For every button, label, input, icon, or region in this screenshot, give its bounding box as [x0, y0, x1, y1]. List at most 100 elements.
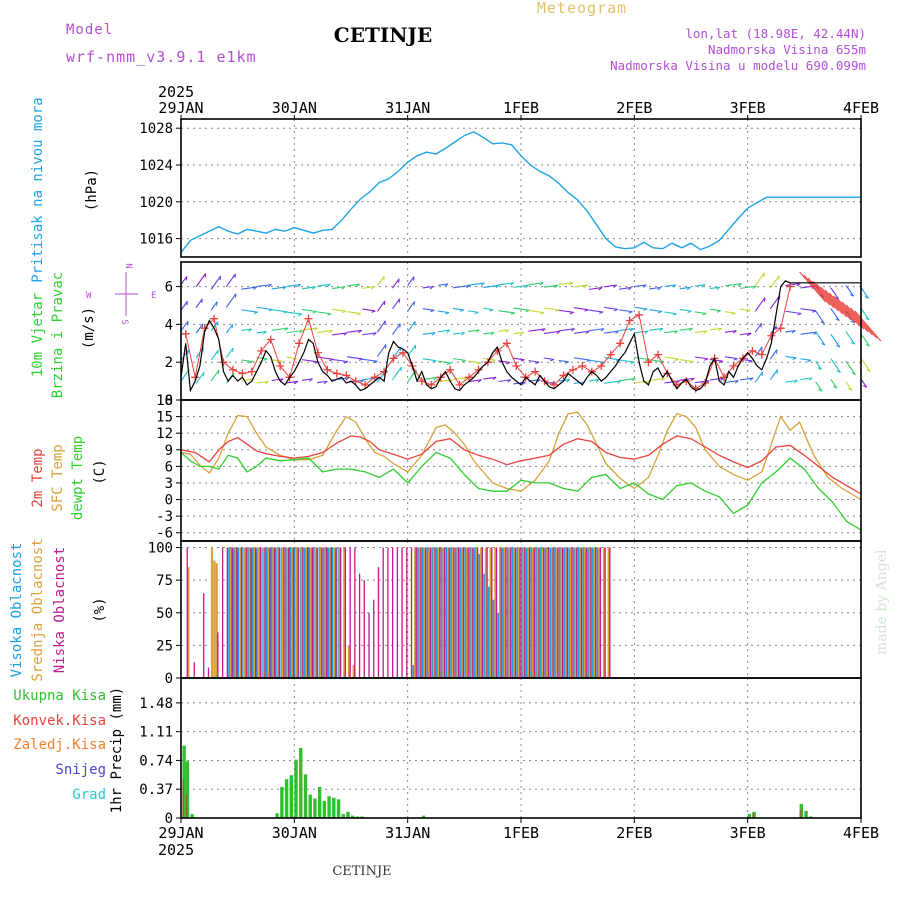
ytick-label: 1.11: [139, 725, 173, 741]
wind-ylabel-line1: 10m Vjetar: [30, 293, 46, 377]
convective-rain-bars: [182, 779, 802, 818]
compass-north: N: [123, 263, 133, 268]
temp-ylabel-2m: 2m Temp: [30, 448, 46, 507]
wind-arrow-head: [556, 330, 561, 335]
gust-marker: [512, 361, 521, 370]
wind-arrow: [694, 356, 709, 360]
wind-arrow-head: [613, 284, 618, 288]
wind-arrow-head: [703, 330, 708, 334]
wind-arrow: [604, 284, 617, 288]
wind-arrow: [860, 287, 869, 299]
mid-cloud-bar: [428, 547, 431, 678]
wind-arrow: [800, 377, 813, 381]
ytick-label: 1024: [139, 158, 173, 174]
wind-arrow: [604, 306, 618, 310]
ytick-label: 15: [156, 410, 173, 426]
wind-arrow: [604, 380, 621, 384]
wind-arrow-head: [510, 282, 515, 286]
wind-ylabel-line2: Brzina i Pravac: [50, 272, 66, 398]
wind-arrow-head: [430, 309, 435, 313]
total-rain-bar: [299, 748, 303, 818]
mid-cloud-bar: [527, 547, 530, 678]
wind-arrow-head: [554, 309, 560, 312]
wind-arrow: [860, 307, 870, 321]
gust-marker: [757, 350, 766, 359]
wind-arrow: [573, 307, 589, 311]
wind-arrow: [301, 378, 313, 381]
low-cloud-bar: [325, 547, 328, 678]
wind-arrow-head: [674, 358, 679, 362]
gust-marker: [389, 354, 398, 363]
mid-cloud-bar: [243, 547, 247, 678]
wind-arrow: [241, 309, 258, 313]
low-cloud-bar: [240, 547, 243, 678]
ytick-label: 0: [165, 493, 173, 509]
mid-cloud-bar: [588, 547, 591, 678]
wind-arrow-head: [732, 330, 737, 334]
wind-arrow: [195, 372, 205, 384]
gust-hatch: [824, 289, 852, 321]
mid-cloud-bar: [513, 547, 516, 678]
wind-arrow: [543, 357, 555, 361]
gust-hatch: [833, 295, 860, 327]
wind-arrow: [452, 307, 464, 311]
gust-marker: [653, 350, 662, 359]
wind-arrow-head: [356, 313, 361, 316]
low-cloud-bar: [543, 547, 545, 678]
wind-arrow-head: [630, 361, 635, 365]
gust-hatch: [850, 307, 877, 339]
mid-cloud-bar: [413, 547, 417, 678]
mid-cloud-bar: [215, 563, 218, 678]
wind-arrow-head: [737, 283, 742, 287]
low-cloud-bar: [415, 547, 417, 678]
wind-arrow: [376, 344, 387, 357]
total-rain-bar: [332, 797, 336, 818]
total-rain-bar: [752, 811, 756, 818]
wind-arrow: [573, 284, 588, 288]
wind-arrow: [195, 273, 207, 288]
high-cloud-bar: [511, 547, 515, 678]
wind-arrow: [634, 380, 651, 384]
gust-marker: [568, 365, 577, 374]
wind-arrow-head: [833, 385, 838, 389]
gust-marker: [531, 367, 540, 376]
wind-arrow: [422, 376, 438, 381]
ytick-label: 1028: [139, 121, 173, 137]
wind-arrow-head: [672, 284, 676, 288]
low-cloud-bar: [585, 547, 587, 678]
wind-arrow: [452, 358, 466, 361]
wind-arrow: [452, 376, 467, 380]
wind-arrow: [392, 366, 402, 381]
precip-ylabel-unit: 1hr Precip (mm): [109, 687, 125, 813]
legend-hail: Grad: [72, 787, 106, 803]
wind-arrow: [588, 328, 605, 332]
wind-arrow: [724, 283, 742, 287]
gust-marker: [446, 365, 455, 374]
ytick-label: 25: [156, 638, 173, 654]
low-cloud-bar: [410, 547, 413, 678]
pressure-ylabel: Pritisak na nivou mora (hPa): [30, 97, 100, 282]
wind-arrow-head: [326, 283, 331, 288]
wind-arrow: [649, 309, 662, 312]
legend-total-rain: Ukupna Kisa: [13, 688, 106, 704]
x-tick-label-top: 29JAN: [158, 99, 203, 117]
wind-arrow-head: [248, 328, 253, 332]
gust-hatch: [820, 286, 848, 318]
low-cloud-bar: [595, 547, 597, 678]
wind-arrow-head: [474, 311, 479, 315]
wind-arrow: [347, 356, 363, 360]
wind-arrow: [769, 369, 778, 381]
gust-hatch: [799, 271, 826, 303]
wind-arrow: [452, 331, 465, 335]
gust-marker: [257, 346, 266, 355]
precip-panel: 0 0.37 0.74 1.11 1.48: [139, 677, 862, 827]
wind-arrow: [815, 381, 823, 392]
x-tick-label-bottom: 4FEB: [843, 824, 879, 842]
total-rain-bar: [303, 774, 308, 818]
wind-arrow: [316, 329, 333, 334]
wind-arrow: [528, 282, 544, 286]
mid-cloud-bar: [447, 547, 450, 678]
low-cloud-bar: [297, 547, 299, 678]
gust-marker: [276, 361, 285, 370]
wind-arrow-head: [520, 331, 524, 336]
